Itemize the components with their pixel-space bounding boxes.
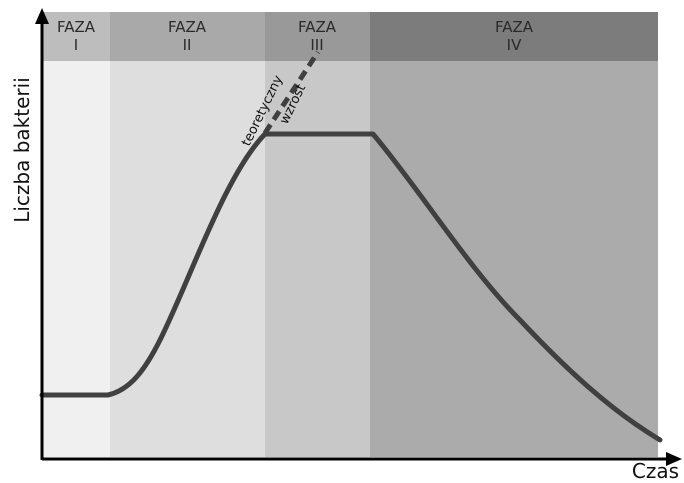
phase-1-title: FAZA	[57, 18, 96, 36]
phase-2-region	[110, 12, 265, 457]
phase-4-title: FAZA	[495, 18, 534, 36]
growth-curve	[39, 131, 663, 443]
phase-1-number: I	[74, 36, 78, 54]
phase-3-number: III	[310, 36, 323, 54]
y-axis-arrow	[35, 8, 49, 24]
phase-4-header	[370, 12, 658, 61]
phase-4-region	[370, 12, 658, 457]
phase-3-header	[265, 12, 370, 61]
phase-3-region	[265, 12, 370, 457]
theoretical-growth-line	[262, 50, 321, 135]
x-axis-arrow	[666, 452, 682, 466]
phase-3-title: FAZA	[298, 18, 337, 36]
y-axis-label: Liczba bakterii	[10, 77, 34, 223]
phase-4-number: IV	[507, 36, 522, 54]
phase-2-header	[110, 12, 265, 61]
phase-1-header	[42, 12, 110, 61]
phase-2-title: FAZA	[168, 18, 207, 36]
phase-1-region	[42, 12, 110, 457]
x-axis-label: Czas	[632, 459, 679, 483]
phase-2-number: II	[183, 36, 192, 54]
